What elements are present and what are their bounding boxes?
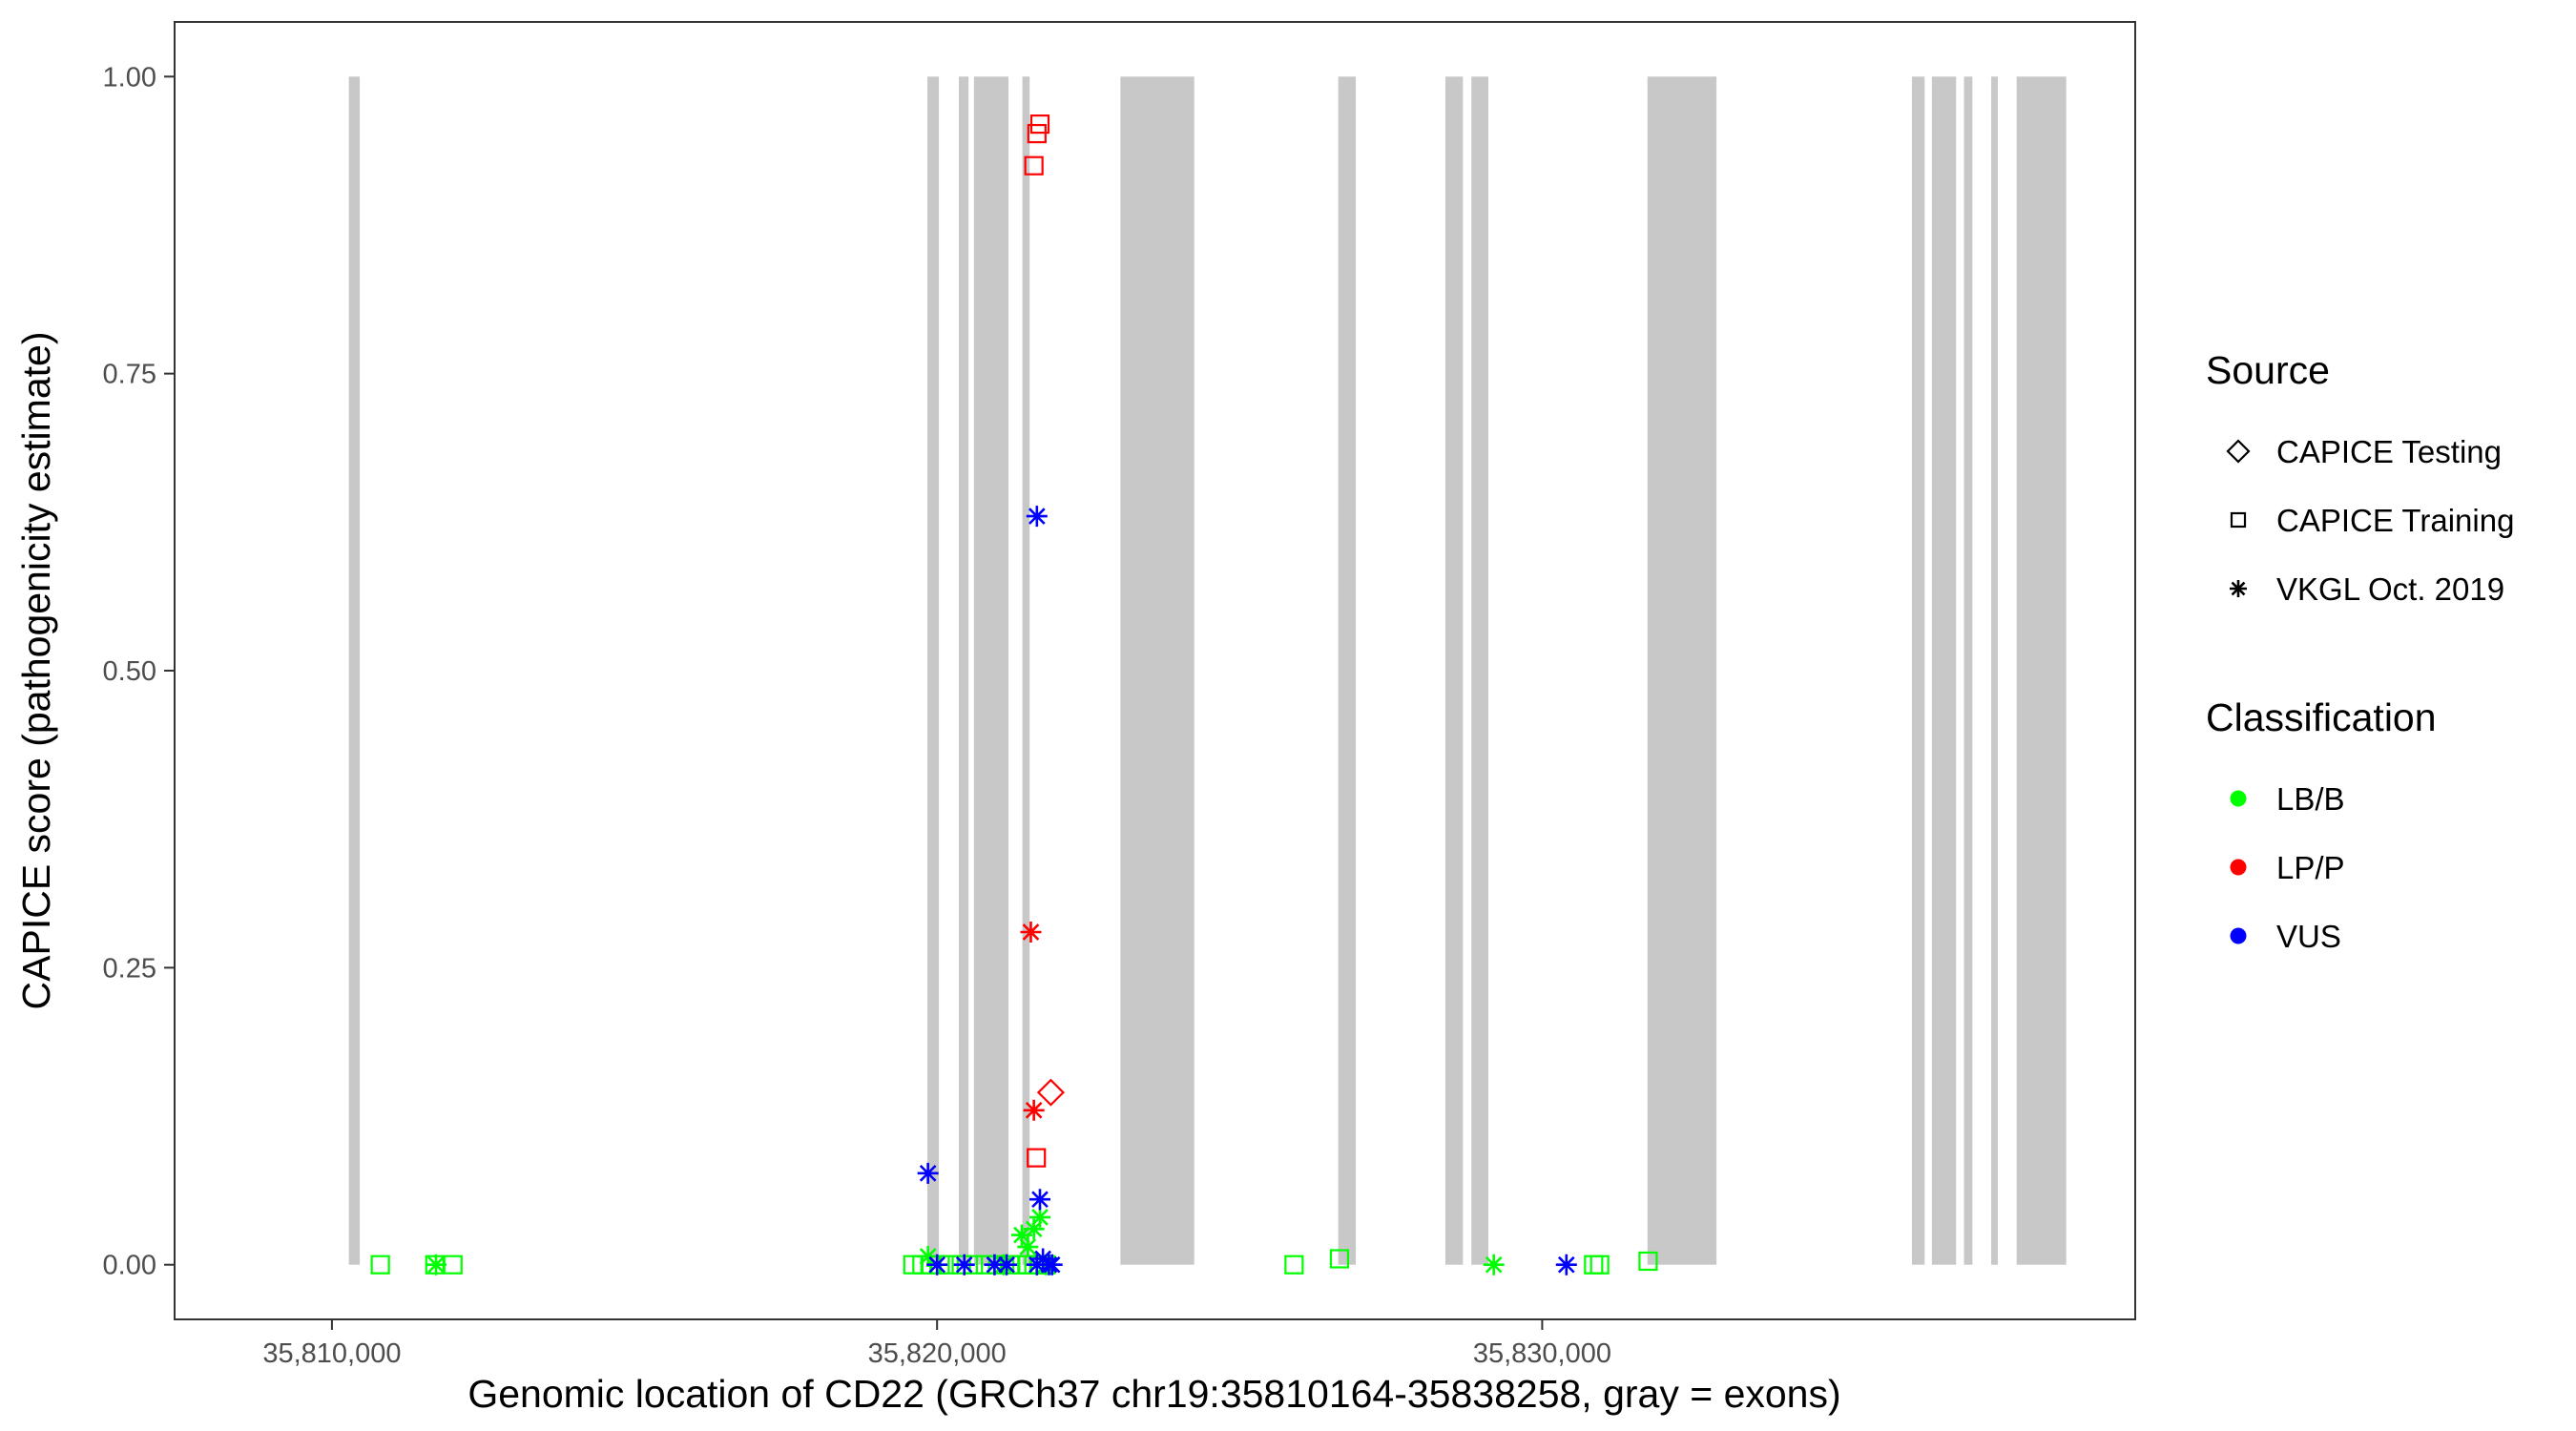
- x-tick-label: 35,810,000: [262, 1338, 401, 1369]
- exon-band: [1931, 76, 1957, 1265]
- point-asterisk-lbb: [1483, 1254, 1505, 1275]
- exon-bands: [348, 76, 2067, 1265]
- y-tick-label: 1.00: [103, 62, 156, 93]
- legend-key-square: [2230, 511, 2247, 529]
- point-asterisk-lpp: [1023, 1099, 1045, 1121]
- point-square-lbb: [1584, 1255, 1604, 1275]
- point-asterisk-lpp: [1020, 921, 1042, 943]
- exon-band: [1022, 76, 1030, 1265]
- point-square-lpp: [1027, 1148, 1047, 1168]
- point-asterisk-vus: [1041, 1254, 1063, 1275]
- point-asterisk-lbb: [1017, 1236, 1039, 1258]
- point-asterisk-lbb: [426, 1254, 447, 1275]
- legend-label: LP/P: [2276, 850, 2345, 885]
- legend-label: CAPICE Training: [2276, 503, 2514, 538]
- x-axis-title: Genomic location of CD22 (GRCh37 chr19:3…: [467, 1372, 1840, 1416]
- point-asterisk-vus: [926, 1254, 948, 1275]
- exon-band: [1963, 76, 1973, 1265]
- point-asterisk-vus: [1026, 506, 1048, 528]
- point-asterisk-vus: [1555, 1254, 1577, 1275]
- point-square-lbb: [370, 1255, 390, 1275]
- point-square-lbb: [443, 1255, 463, 1275]
- point-asterisk-vus: [917, 1162, 939, 1184]
- point-square-lbb: [1284, 1255, 1304, 1275]
- point-asterisk-lbb: [917, 1245, 939, 1267]
- point-asterisk-lbb: [1010, 1224, 1032, 1246]
- point-square-lpp: [1024, 156, 1044, 176]
- exon-band: [2016, 76, 2067, 1265]
- x-axis: 35,810,000 35,820,000 35,830,000: [262, 1319, 1611, 1369]
- y-axis-title: CAPICE score (pathogenicity estimate): [14, 332, 58, 1010]
- point-asterisk-vus: [996, 1254, 1018, 1275]
- legend-title: Classification: [2206, 695, 2437, 739]
- exon-band: [348, 76, 361, 1265]
- x-tick-label: 35,820,000: [868, 1338, 1007, 1369]
- legend-key-dot: [2230, 859, 2247, 876]
- exon-band: [973, 76, 1009, 1265]
- exon-band: [1991, 76, 1999, 1265]
- exon-band: [959, 76, 969, 1265]
- exon-band: [1120, 76, 1195, 1265]
- point-asterisk-lbb: [1028, 1206, 1050, 1228]
- point-asterisk-vus: [953, 1254, 975, 1275]
- exon-band: [1911, 76, 1925, 1265]
- y-tick-label: 0.00: [103, 1251, 156, 1281]
- point-diamond-lpp: [1036, 1078, 1065, 1107]
- y-axis: 0.00 0.25 0.50 0.75 1.00: [103, 62, 175, 1281]
- exon-band: [1647, 76, 1717, 1265]
- point-asterisk-vus: [984, 1254, 1006, 1275]
- exon-band: [1338, 76, 1357, 1265]
- legend-label: CAPICE Testing: [2276, 434, 2502, 469]
- exon-band: [1471, 76, 1488, 1265]
- legend-key-dot: [2230, 927, 2247, 944]
- exon-band: [927, 76, 940, 1265]
- y-tick-label: 0.50: [103, 656, 156, 687]
- legend-key-diamond: [2226, 439, 2251, 464]
- point-asterisk-vus: [1028, 1189, 1050, 1211]
- legend-label: VUS: [2276, 919, 2341, 954]
- y-tick-label: 0.75: [103, 360, 156, 390]
- x-tick-label: 35,830,000: [1473, 1338, 1611, 1369]
- legend-label: VKGL Oct. 2019: [2276, 571, 2504, 607]
- legend: Source CAPICE Testing CAPICE Training VKGL …: [2206, 348, 2514, 954]
- data-points: [370, 114, 1658, 1275]
- legend-label: LB/B: [2276, 781, 2345, 817]
- legend-key-asterisk: [2230, 580, 2247, 597]
- point-square-lbb: [1589, 1255, 1610, 1275]
- point-square-lbb: [1638, 1251, 1658, 1272]
- legend-title: Source: [2206, 348, 2330, 392]
- point-asterisk-lbb: [1023, 1218, 1045, 1240]
- legend-key-dot: [2230, 790, 2247, 807]
- y-tick-label: 0.25: [103, 953, 156, 984]
- exon-band: [1444, 76, 1464, 1265]
- point-square-lbb: [1329, 1249, 1350, 1269]
- point-square-lpp: [1029, 114, 1050, 135]
